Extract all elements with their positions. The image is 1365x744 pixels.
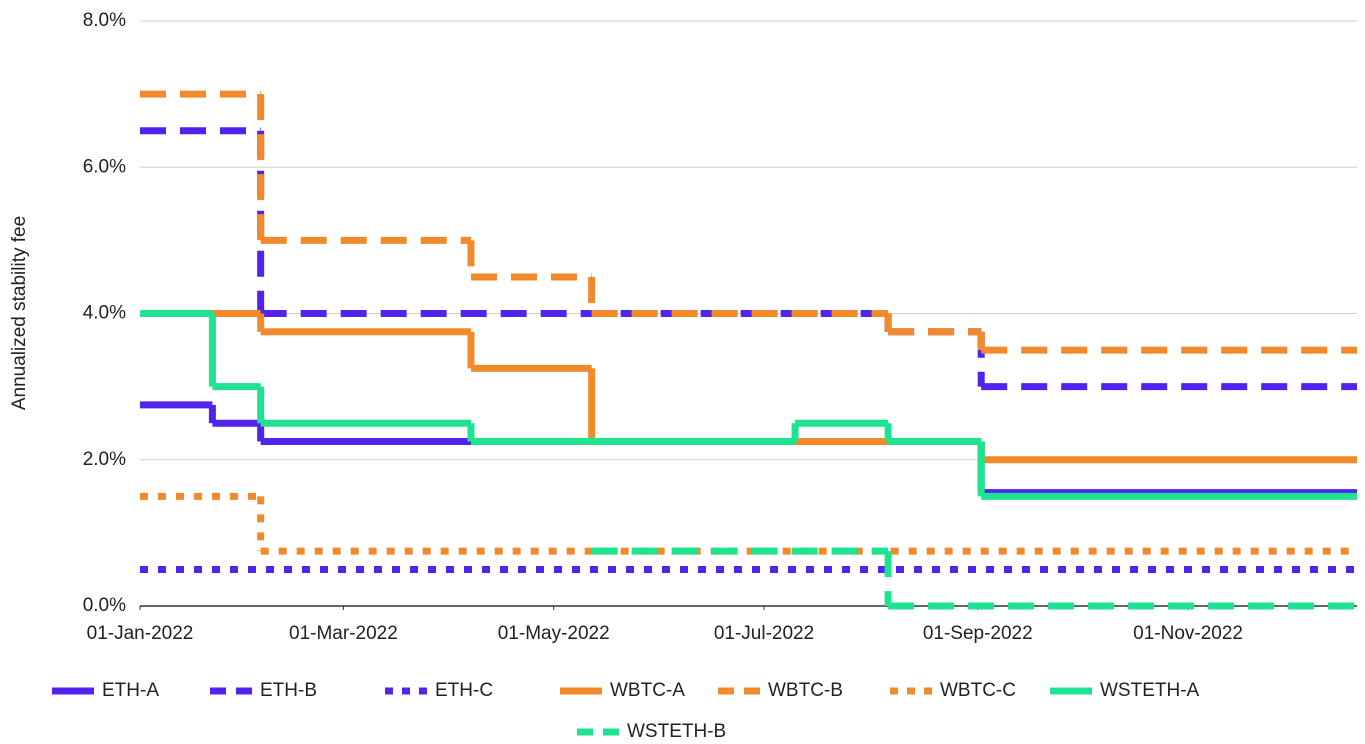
legend-label: WBTC-A <box>610 680 685 701</box>
legend-label: WSTETH-B <box>627 721 726 742</box>
x-tick-label: 01-Jul-2022 <box>714 623 814 644</box>
x-tick-label: 01-Nov-2022 <box>1133 623 1243 644</box>
legend-label: ETH-A <box>102 680 159 701</box>
x-tick-label: 01-May-2022 <box>498 623 610 644</box>
y-tick-label: 8.0% <box>83 10 126 31</box>
legend-label: WBTC-B <box>768 680 843 701</box>
y-tick-label: 6.0% <box>83 156 126 177</box>
legend-label: ETH-B <box>260 680 317 701</box>
y-tick-label: 4.0% <box>83 303 126 324</box>
x-tick-label: 01-Jan-2022 <box>87 623 194 644</box>
y-tick-label: 2.0% <box>83 449 126 470</box>
legend-label: ETH-C <box>435 680 493 701</box>
x-tick-label: 01-Sep-2022 <box>923 623 1033 644</box>
y-axis-label: Annualized stability fee <box>9 216 30 410</box>
y-tick-label: 0.0% <box>83 595 126 616</box>
legend-label: WBTC-C <box>940 680 1016 701</box>
x-tick-label: 01-Mar-2022 <box>289 623 398 644</box>
legend-label: WSTETH-A <box>1100 680 1200 701</box>
